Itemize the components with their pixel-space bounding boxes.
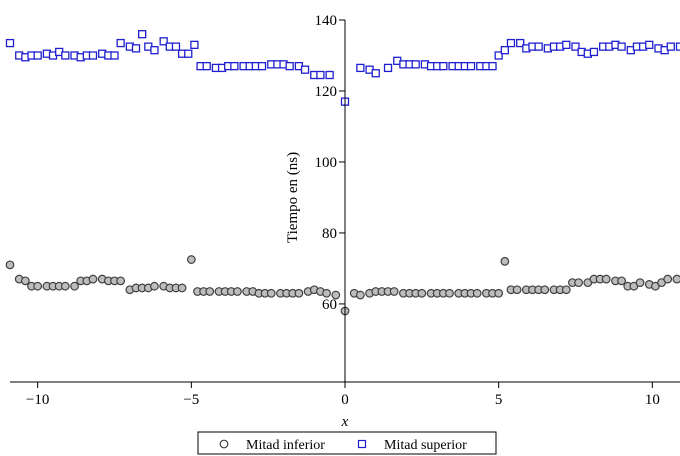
data-point-mitad-superior [138, 30, 147, 39]
axis-ticks: −10 −5 0 5 10 60 80 100 120 140 [26, 13, 660, 408]
data-point-mitad-inferior [617, 276, 627, 286]
data-point-mitad-superior [316, 70, 325, 80]
data-point-mitad-superior [116, 38, 125, 48]
data-point-mitad-inferior [574, 278, 583, 288]
y-tick-label: 80 [322, 226, 337, 242]
data-point-mitad-inferior [205, 287, 215, 296]
data-point-mitad-inferior [472, 288, 482, 298]
data-point-mitad-inferior [33, 281, 43, 291]
legend-marker-mitad-inferior [219, 439, 229, 449]
y-tick-label: 120 [315, 84, 338, 100]
data-point-mitad-inferior [88, 274, 98, 284]
data-point-mitad-superior [61, 51, 70, 60]
data-point-mitad-superior [675, 42, 680, 51]
data-point-mitad-inferior [663, 274, 673, 284]
y-tick-label: 60 [322, 297, 337, 313]
data-point-mitad-inferior [355, 290, 365, 300]
x-tick-label: 10 [645, 392, 660, 408]
data-point-mitad-inferior [561, 285, 571, 295]
legend-marker-mitad-superior [357, 439, 367, 449]
data-point-mitad-superior [110, 51, 119, 60]
data-point-mitad-superior [488, 61, 497, 71]
data-point-mitad-superior [159, 37, 168, 46]
x-tick-label: 5 [495, 392, 503, 408]
y-axis-title: Tiempo en (ns) [285, 152, 301, 243]
data-point-mitad-superior [439, 61, 448, 71]
data-point-mitad-superior [230, 61, 239, 71]
data-point-mitad-superior [666, 42, 675, 51]
data-point-mitad-superior [506, 38, 516, 48]
data-point-mitad-superior [466, 61, 476, 71]
data-point-mitad-superior [150, 46, 159, 55]
data-point-mitad-inferior [322, 288, 331, 298]
data-point-mitad-superior [356, 63, 365, 73]
data-point-mitad-inferior [70, 281, 79, 291]
x-axis-title: x [341, 414, 349, 430]
data-point-mitad-inferior [116, 276, 126, 286]
data-point-mitad-superior [202, 61, 211, 71]
data-point-mitad-inferior [266, 288, 276, 298]
data-point-mitad-inferior [601, 274, 611, 284]
data-point-mitad-superior [257, 61, 267, 71]
data-point-mitad-superior [589, 47, 599, 57]
data-point-mitad-superior [88, 51, 98, 60]
y-tick-label: 100 [315, 155, 338, 171]
data-point-mitad-inferior [60, 281, 70, 291]
data-point-mitad-inferior [635, 278, 645, 288]
legend-label-mitad-inferior: Mitad inferior [246, 438, 325, 453]
y-tick-label: 140 [315, 13, 338, 29]
data-point-mitad-inferior [494, 288, 504, 298]
legend-label-mitad-superior: Mitad superior [384, 438, 467, 453]
x-tick-label: −5 [183, 392, 199, 408]
data-point-mitad-inferior [186, 255, 196, 264]
data-point-mitad-superior [534, 42, 543, 51]
data-point-mitad-inferior [5, 260, 15, 270]
x-tick-label: −10 [26, 392, 49, 408]
data-point-mitad-superior [131, 44, 141, 53]
data-point-mitad-superior [617, 42, 626, 51]
legend-box [197, 431, 497, 455]
data-point-mitad-inferior [512, 285, 522, 295]
data-point-mitad-inferior [177, 283, 187, 293]
data-point-mitad-superior [300, 65, 310, 74]
data-point-mitad-inferior [389, 287, 399, 296]
data-point-mitad-inferior [233, 287, 242, 296]
data-point-mitad-superior [184, 49, 193, 58]
legend: Mitad inferior Mitad superior [197, 431, 497, 455]
axes [10, 20, 680, 383]
data-point-mitad-superior [562, 40, 571, 49]
data-point-mitad-superior [190, 40, 199, 49]
plot-area [5, 30, 680, 316]
data-point-mitad-inferior [540, 285, 550, 295]
data-point-mitad-inferior [445, 288, 454, 298]
data-point-mitad-inferior [150, 281, 159, 291]
data-point-mitad-inferior [20, 276, 30, 286]
data-point-mitad-superior [5, 38, 15, 48]
data-point-mitad-inferior [294, 288, 304, 298]
data-point-mitad-inferior [672, 274, 680, 284]
data-point-mitad-inferior [331, 290, 341, 300]
data-point-mitad-superior [371, 69, 380, 78]
data-point-mitad-superior [516, 38, 525, 48]
data-point-mitad-inferior [417, 288, 427, 298]
data-point-mitad-superior [645, 40, 654, 49]
data-point-mitad-superior [571, 42, 580, 51]
data-point-mitad-superior [411, 60, 420, 69]
data-point-mitad-superior [383, 63, 393, 73]
data-point-mitad-superior [494, 51, 503, 60]
data-point-mitad-inferior [500, 256, 510, 266]
data-point-mitad-superior [33, 51, 42, 60]
data-point-mitad-superior [500, 46, 509, 55]
data-point-mitad-superior [171, 42, 181, 51]
data-point-mitad-superior [285, 61, 294, 71]
x-tick-label: 0 [341, 392, 349, 408]
data-point-mitad-superior [325, 70, 334, 80]
